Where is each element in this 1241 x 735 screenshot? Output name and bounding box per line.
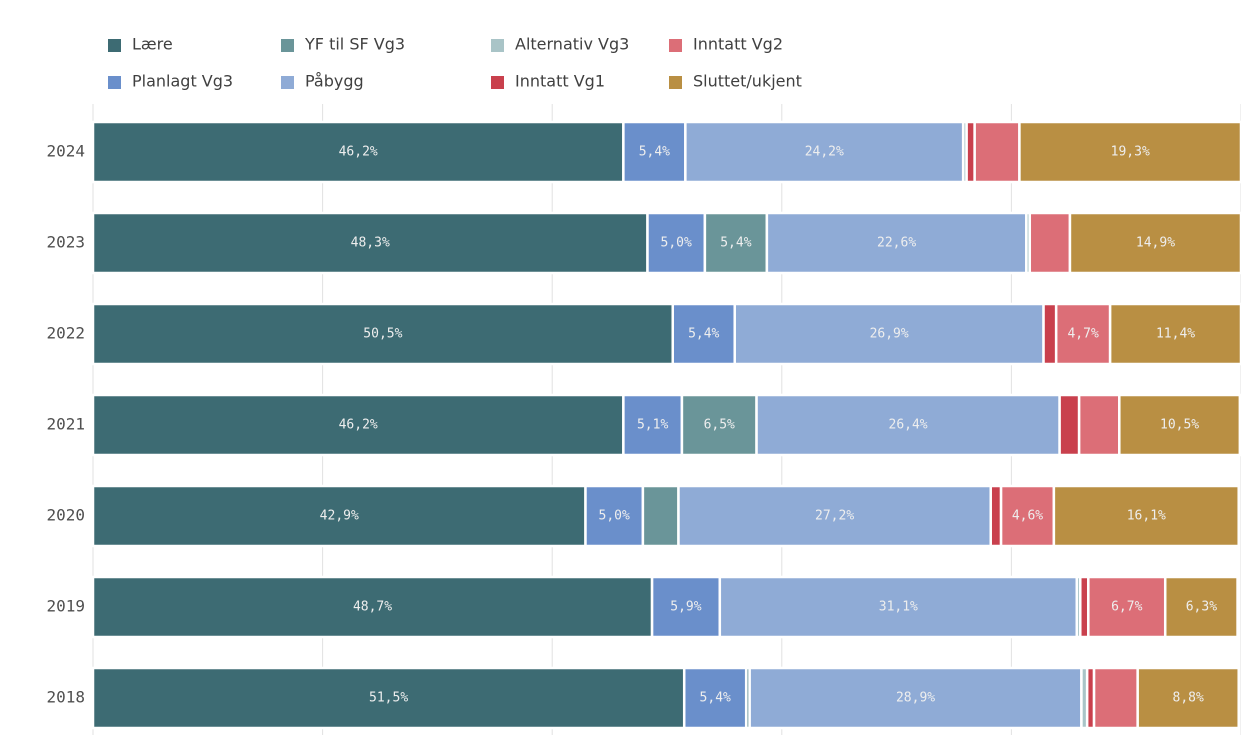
value-label: 50,5% xyxy=(363,327,402,342)
value-label: 5,4% xyxy=(720,236,751,251)
value-label: 8,8% xyxy=(1173,691,1204,706)
value-label: 6,5% xyxy=(704,418,735,433)
value-label: 16,1% xyxy=(1127,509,1166,524)
bar-segment xyxy=(1058,393,1081,457)
legend-swatch xyxy=(281,76,294,89)
legend-swatch xyxy=(669,39,682,52)
bar-segment xyxy=(1136,666,1240,730)
legend-label: Planlagt Vg3 xyxy=(132,72,233,91)
bar-segment xyxy=(1042,302,1058,366)
value-label: 5,4% xyxy=(700,691,731,706)
y-tick-label: 2022 xyxy=(46,324,85,343)
bar-segment xyxy=(680,393,758,457)
legend-label: YF til SF Vg3 xyxy=(304,35,405,54)
value-label: 26,4% xyxy=(889,418,928,433)
y-tick-label: 2020 xyxy=(46,506,85,525)
bar-segment xyxy=(1028,211,1072,275)
legend-label: Alternativ Vg3 xyxy=(515,35,629,54)
value-label: 26,9% xyxy=(870,327,909,342)
legend-label: Påbygg xyxy=(305,72,364,91)
value-label: 22,6% xyxy=(877,236,916,251)
value-label: 4,6% xyxy=(1012,509,1043,524)
bar-segment xyxy=(755,393,1061,457)
value-label: 5,4% xyxy=(639,145,670,160)
bar-segment xyxy=(91,484,587,548)
bar-segment xyxy=(989,484,1003,548)
bar-segment xyxy=(91,393,625,457)
legend-label: Lære xyxy=(132,35,173,54)
value-label: 28,9% xyxy=(896,691,935,706)
legend-label: Sluttet/ukjent xyxy=(693,72,802,91)
value-label: 48,7% xyxy=(353,600,392,615)
value-label: 5,0% xyxy=(599,509,630,524)
value-label: 31,1% xyxy=(879,600,918,615)
bar-segment xyxy=(641,484,680,548)
legend-swatch xyxy=(491,76,504,89)
legend-swatch xyxy=(281,39,294,52)
bar-segment xyxy=(718,575,1079,639)
value-label: 4,7% xyxy=(1067,327,1098,342)
legend-swatch xyxy=(491,39,504,52)
bar-segment xyxy=(1077,393,1121,457)
value-label: 14,9% xyxy=(1136,236,1175,251)
value-label: 11,4% xyxy=(1156,327,1195,342)
bar-segment xyxy=(1118,393,1241,457)
bar-segment xyxy=(684,120,965,184)
y-tick-label: 2024 xyxy=(46,142,85,161)
value-label: 5,9% xyxy=(670,600,701,615)
value-label: 46,2% xyxy=(339,145,378,160)
y-tick-label: 2021 xyxy=(46,415,85,434)
value-label: 5,0% xyxy=(661,236,692,251)
legend-swatch xyxy=(669,76,682,89)
value-label: 51,5% xyxy=(369,691,408,706)
bar-segment xyxy=(1092,666,1139,730)
bar-segment xyxy=(677,484,992,548)
bar-segment xyxy=(1163,575,1239,639)
bar-segment xyxy=(91,120,625,184)
bar-segment xyxy=(584,484,645,548)
bar-segment xyxy=(973,120,1021,184)
bar-segment xyxy=(733,302,1045,366)
bar-segment xyxy=(748,666,1083,730)
value-label: 5,1% xyxy=(637,418,668,433)
value-label: 6,3% xyxy=(1186,600,1217,615)
value-label: 6,7% xyxy=(1111,600,1142,615)
bar-segment xyxy=(91,575,654,639)
legend-swatch xyxy=(108,39,121,52)
y-tick-label: 2018 xyxy=(46,688,85,707)
value-label: 42,9% xyxy=(320,509,359,524)
bar-segment xyxy=(1068,211,1241,275)
bar-segment xyxy=(765,211,1028,275)
bar-segment xyxy=(1054,302,1112,366)
value-label: 10,5% xyxy=(1160,418,1199,433)
bar-segment xyxy=(1087,575,1167,639)
bar-segment xyxy=(1052,484,1240,548)
value-label: 27,2% xyxy=(815,509,854,524)
bar-segment xyxy=(91,211,649,275)
value-label: 24,2% xyxy=(805,145,844,160)
value-label: 19,3% xyxy=(1111,145,1150,160)
y-tick-label: 2019 xyxy=(46,597,85,616)
legend-label: Inntatt Vg2 xyxy=(693,35,783,54)
value-label: 46,2% xyxy=(339,418,378,433)
bar-segment xyxy=(91,666,686,730)
value-label: 48,3% xyxy=(351,236,390,251)
legend-label: Inntatt Vg1 xyxy=(515,72,605,91)
bar-segment xyxy=(1108,302,1241,366)
value-label: 5,4% xyxy=(688,327,719,342)
legend-swatch xyxy=(108,76,121,89)
y-tick-label: 2023 xyxy=(46,233,85,252)
